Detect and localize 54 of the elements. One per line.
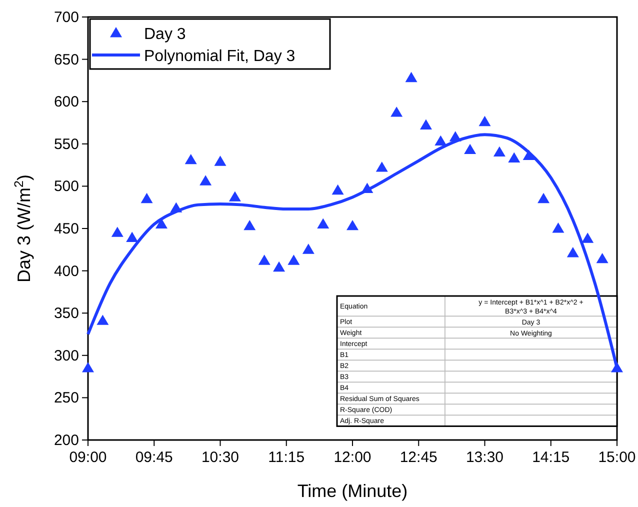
point <box>390 106 403 117</box>
point <box>228 191 241 202</box>
x-tick-label: 11:15 <box>268 449 305 466</box>
point <box>273 261 286 272</box>
point <box>376 162 388 172</box>
x-tick-label: 10:30 <box>201 449 240 466</box>
point <box>434 135 447 146</box>
legend-label: Day 3 <box>144 26 186 43</box>
point <box>478 116 491 126</box>
point <box>566 247 579 258</box>
point <box>302 244 314 254</box>
x-tick-label: 15:00 <box>598 449 636 466</box>
point <box>126 232 138 242</box>
point <box>538 192 550 204</box>
x-tick-label: 13:30 <box>466 449 504 466</box>
x-tick-label: 09:00 <box>69 449 107 466</box>
y-tick-label: 700 <box>54 9 79 26</box>
legend-label: Polynomial Fit, Day 3 <box>144 48 296 65</box>
y-tick-label: 300 <box>54 347 79 364</box>
y-tick-label: 600 <box>54 94 79 111</box>
y-tick-label: 350 <box>54 305 79 322</box>
x-tick-label: 09:45 <box>135 449 173 466</box>
point <box>420 119 432 130</box>
y-tick-label: 450 <box>54 220 79 238</box>
point <box>464 144 476 154</box>
point <box>82 362 94 372</box>
point <box>317 218 330 228</box>
point <box>140 192 153 204</box>
point <box>405 72 418 82</box>
point <box>332 184 344 195</box>
point <box>258 254 270 265</box>
point <box>111 226 124 237</box>
point <box>214 156 226 166</box>
y-tick-label: 200 <box>54 432 79 449</box>
y-tick-label: 250 <box>54 390 79 407</box>
y-tick-label: 400 <box>54 262 79 280</box>
x-tick-label: 14:15 <box>532 449 570 466</box>
x-tick-label: 12:45 <box>400 449 438 466</box>
point <box>582 232 594 243</box>
point <box>346 220 358 230</box>
point <box>200 175 212 186</box>
point <box>508 152 520 162</box>
point <box>96 314 109 325</box>
x-axis-title: Time (Minute) <box>297 481 408 501</box>
point <box>596 252 608 264</box>
point <box>552 222 564 233</box>
point <box>288 254 300 265</box>
y-tick-label: 500 <box>54 178 79 196</box>
x-tick-label: 12:00 <box>334 449 372 466</box>
y-tick-label: 650 <box>54 51 79 68</box>
point <box>244 220 256 230</box>
point <box>493 146 506 157</box>
point <box>184 154 197 164</box>
y-tick-label: 550 <box>54 136 79 153</box>
